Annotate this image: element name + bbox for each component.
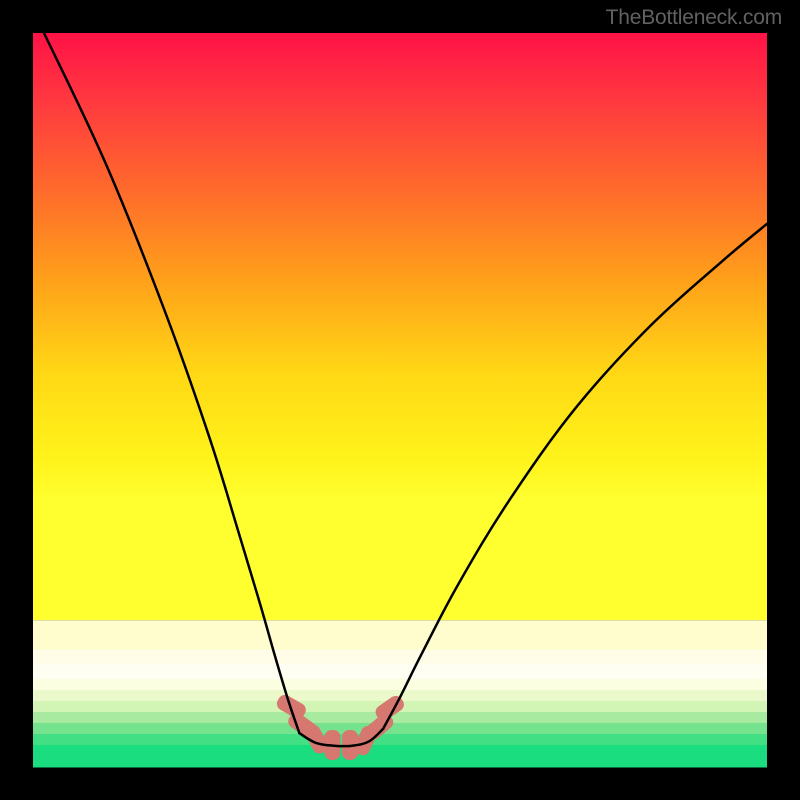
band-2 [33,664,767,679]
chart-svg [0,0,800,800]
band-3 [33,679,767,691]
band-1 [33,650,767,665]
band-9 [33,745,767,768]
chart-container: TheBottleneck.com [0,0,800,800]
gradient-background [33,33,767,620]
band-6 [33,712,767,724]
band-0 [33,620,767,650]
watermark-text: TheBottleneck.com [606,6,782,30]
band-8 [33,734,767,746]
band-7 [33,723,767,735]
